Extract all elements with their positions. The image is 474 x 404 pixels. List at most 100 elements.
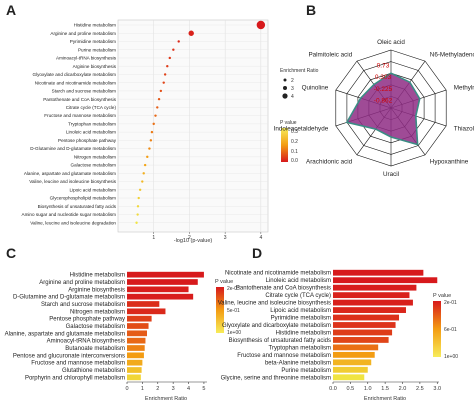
panel-a-category-label: Amino sugar and nucleotide sugar metabol… — [22, 212, 117, 217]
panel-a-category-label: Valine, leucine and isoleucine biosynthe… — [29, 179, 116, 184]
panel-a-data-point — [157, 97, 161, 101]
panel-a-category-label: Glyoxylate and dicarboxylate metabolism — [33, 72, 117, 77]
panel-c-legend-title: P value — [215, 279, 233, 285]
panel-a-data-point — [136, 205, 140, 208]
bar-category-label: Pyrimidine metabolism — [271, 316, 331, 322]
panel-letter-d: D — [252, 245, 262, 261]
bar-category-label: Pentose phosphate pathway — [49, 317, 125, 323]
color-legend-tick-3: 0.0 — [291, 158, 298, 164]
radar-axis-label: N6-Methyladenosine — [430, 52, 474, 59]
bar — [127, 359, 143, 366]
panel-a-category-label: Pyrimidine metabolism — [70, 39, 116, 44]
panel-a-data-point — [152, 122, 155, 126]
panel-a-category-label: Tryptophan metabolism — [68, 121, 116, 126]
bar-category-label: Lipoic acid metabolism — [270, 308, 331, 314]
bar-category-label: Nitrogen metabolism — [70, 309, 125, 315]
panel-a-category-label: Glycerophospholipid metabolism — [50, 196, 117, 201]
bar-category-label: Citrate cycle (TCA cycle) — [265, 293, 331, 299]
panel-a-data-point — [150, 130, 154, 134]
bar — [333, 299, 413, 306]
bar-category-label: Histidine metabolism — [276, 330, 331, 336]
panel-a-x-tick-label: 2 — [188, 235, 191, 241]
panel-a-data-point — [156, 106, 159, 109]
panel-a-data-point — [256, 20, 266, 30]
bar-category-label: Glycine, serine and threonine metabolism — [221, 375, 331, 381]
bar — [333, 269, 424, 276]
bar — [127, 323, 149, 329]
size-legend-label-2: 2 — [291, 78, 294, 84]
panel-a-data-point — [159, 89, 163, 93]
panel-a-category-label: Histidine metabolism — [74, 23, 117, 28]
radar-axis-label: Methylnicotinamide — [454, 85, 474, 92]
panel-c-legend-tick-0: 2e-03 — [227, 286, 240, 292]
panel-a-category-label: Pantothenate and CoA biosynthesis — [43, 97, 116, 102]
panel-a-plot-area — [117, 19, 269, 233]
bar-category-label: Pantothenate and CoA biosynthesis — [236, 286, 331, 292]
radar-tick-label: 0.73 — [377, 63, 390, 70]
radar-axis-label: Quinoline — [302, 85, 329, 92]
bar-category-label: Fructose and mannose metabolism — [237, 353, 331, 359]
panel-c-x-axis-label: Enrichment Ratio — [145, 396, 187, 402]
panel-a-category-label: Fructose and mannose metabolism — [44, 113, 116, 118]
bar — [127, 345, 145, 351]
bar-category-label: Nicotinate and nicotinamide metabolism — [225, 271, 331, 277]
radar-axis-label: Hypoxanthine — [430, 158, 469, 165]
bar — [333, 307, 406, 313]
bar — [127, 286, 189, 293]
panel-a-category-label: Linoleic acid metabolism — [66, 130, 116, 135]
bar-category-label: Pentose and glucuronate interconversions — [13, 353, 125, 359]
bar-category-label: Fructose and mannose metabolism — [31, 361, 125, 367]
bar — [127, 367, 142, 373]
color-legend-tick-1: 0.2 — [291, 139, 298, 145]
bar — [127, 330, 147, 337]
panel-a-dot-plot: Histidine metabolism Arginine and proline… — [22, 19, 319, 244]
panel-d-legend-tick-0: 2e-01 — [444, 300, 457, 306]
x-tick-label: 3.0 — [433, 386, 441, 392]
panel-a-data-point — [142, 172, 145, 175]
panel-c-legend-tick-2: 1e+00 — [227, 330, 241, 336]
panel-a-data-point — [137, 196, 140, 200]
bar — [333, 329, 393, 336]
panel-a-category-label: Arginine and proline metabolism — [50, 31, 116, 36]
x-tick-label: 4 — [187, 386, 190, 392]
bar-category-label: Starch and sucrose metabolism — [41, 302, 125, 308]
panel-b-radar-chart: 0.73 0.303 -0.225 -0.862 Oleic acid N6-Methy… — [274, 39, 474, 178]
panel-a-data-point — [149, 139, 153, 142]
panel-c-legend-tick-1: 5e-01 — [227, 308, 240, 314]
panel-a-data-point — [148, 147, 151, 150]
panel-c-color-legend-bar — [216, 287, 224, 333]
x-tick-label: 0 — [125, 386, 128, 392]
bar-category-label: beta-Alanine metabolism — [265, 360, 331, 366]
bar — [333, 292, 410, 299]
bar — [127, 337, 146, 344]
bar-category-label: Butanoate metabolism — [65, 346, 125, 352]
panel-a-category-label: Purine metabolism — [78, 47, 116, 52]
x-tick-label: 0.5 — [347, 386, 355, 392]
panel-a-x-tick-label: 3 — [224, 235, 227, 241]
radar-axis-label: Uracil — [383, 171, 399, 178]
bar — [333, 337, 389, 343]
panel-a-data-point — [143, 163, 147, 167]
bar-category-label: Aminoacyl-tRNA biosynthesis — [47, 339, 125, 345]
panel-a-category-label: Aminoacyl-tRNA biosynthesis — [56, 56, 117, 61]
panel-a-category-label: Lipoic acid metabolism — [70, 187, 117, 192]
x-tick-label: 2.0 — [399, 386, 407, 392]
panel-a-data-point — [135, 221, 138, 224]
bar — [127, 352, 144, 359]
x-tick-label: 0.0 — [329, 386, 337, 392]
panel-a-data-point — [162, 81, 165, 84]
radar-axis-label: Palmitoleic acid — [308, 52, 352, 59]
panel-d-legend-title: P value — [433, 293, 451, 299]
bar — [127, 315, 152, 322]
panel-a-data-point — [163, 73, 167, 76]
panel-a-data-point — [136, 213, 139, 216]
panel-a-color-legend-bar — [281, 128, 288, 162]
bar-category-label: Glutathione metabolism — [62, 368, 125, 374]
bar — [333, 322, 396, 328]
radar-tick-label: -0.862 — [374, 97, 393, 104]
size-legend-label-4: 4 — [291, 94, 294, 100]
bar — [333, 314, 400, 321]
panel-a-category-label: Citrate cycle (TCA cycle) — [66, 105, 117, 110]
panel-letter-c: C — [6, 245, 16, 261]
